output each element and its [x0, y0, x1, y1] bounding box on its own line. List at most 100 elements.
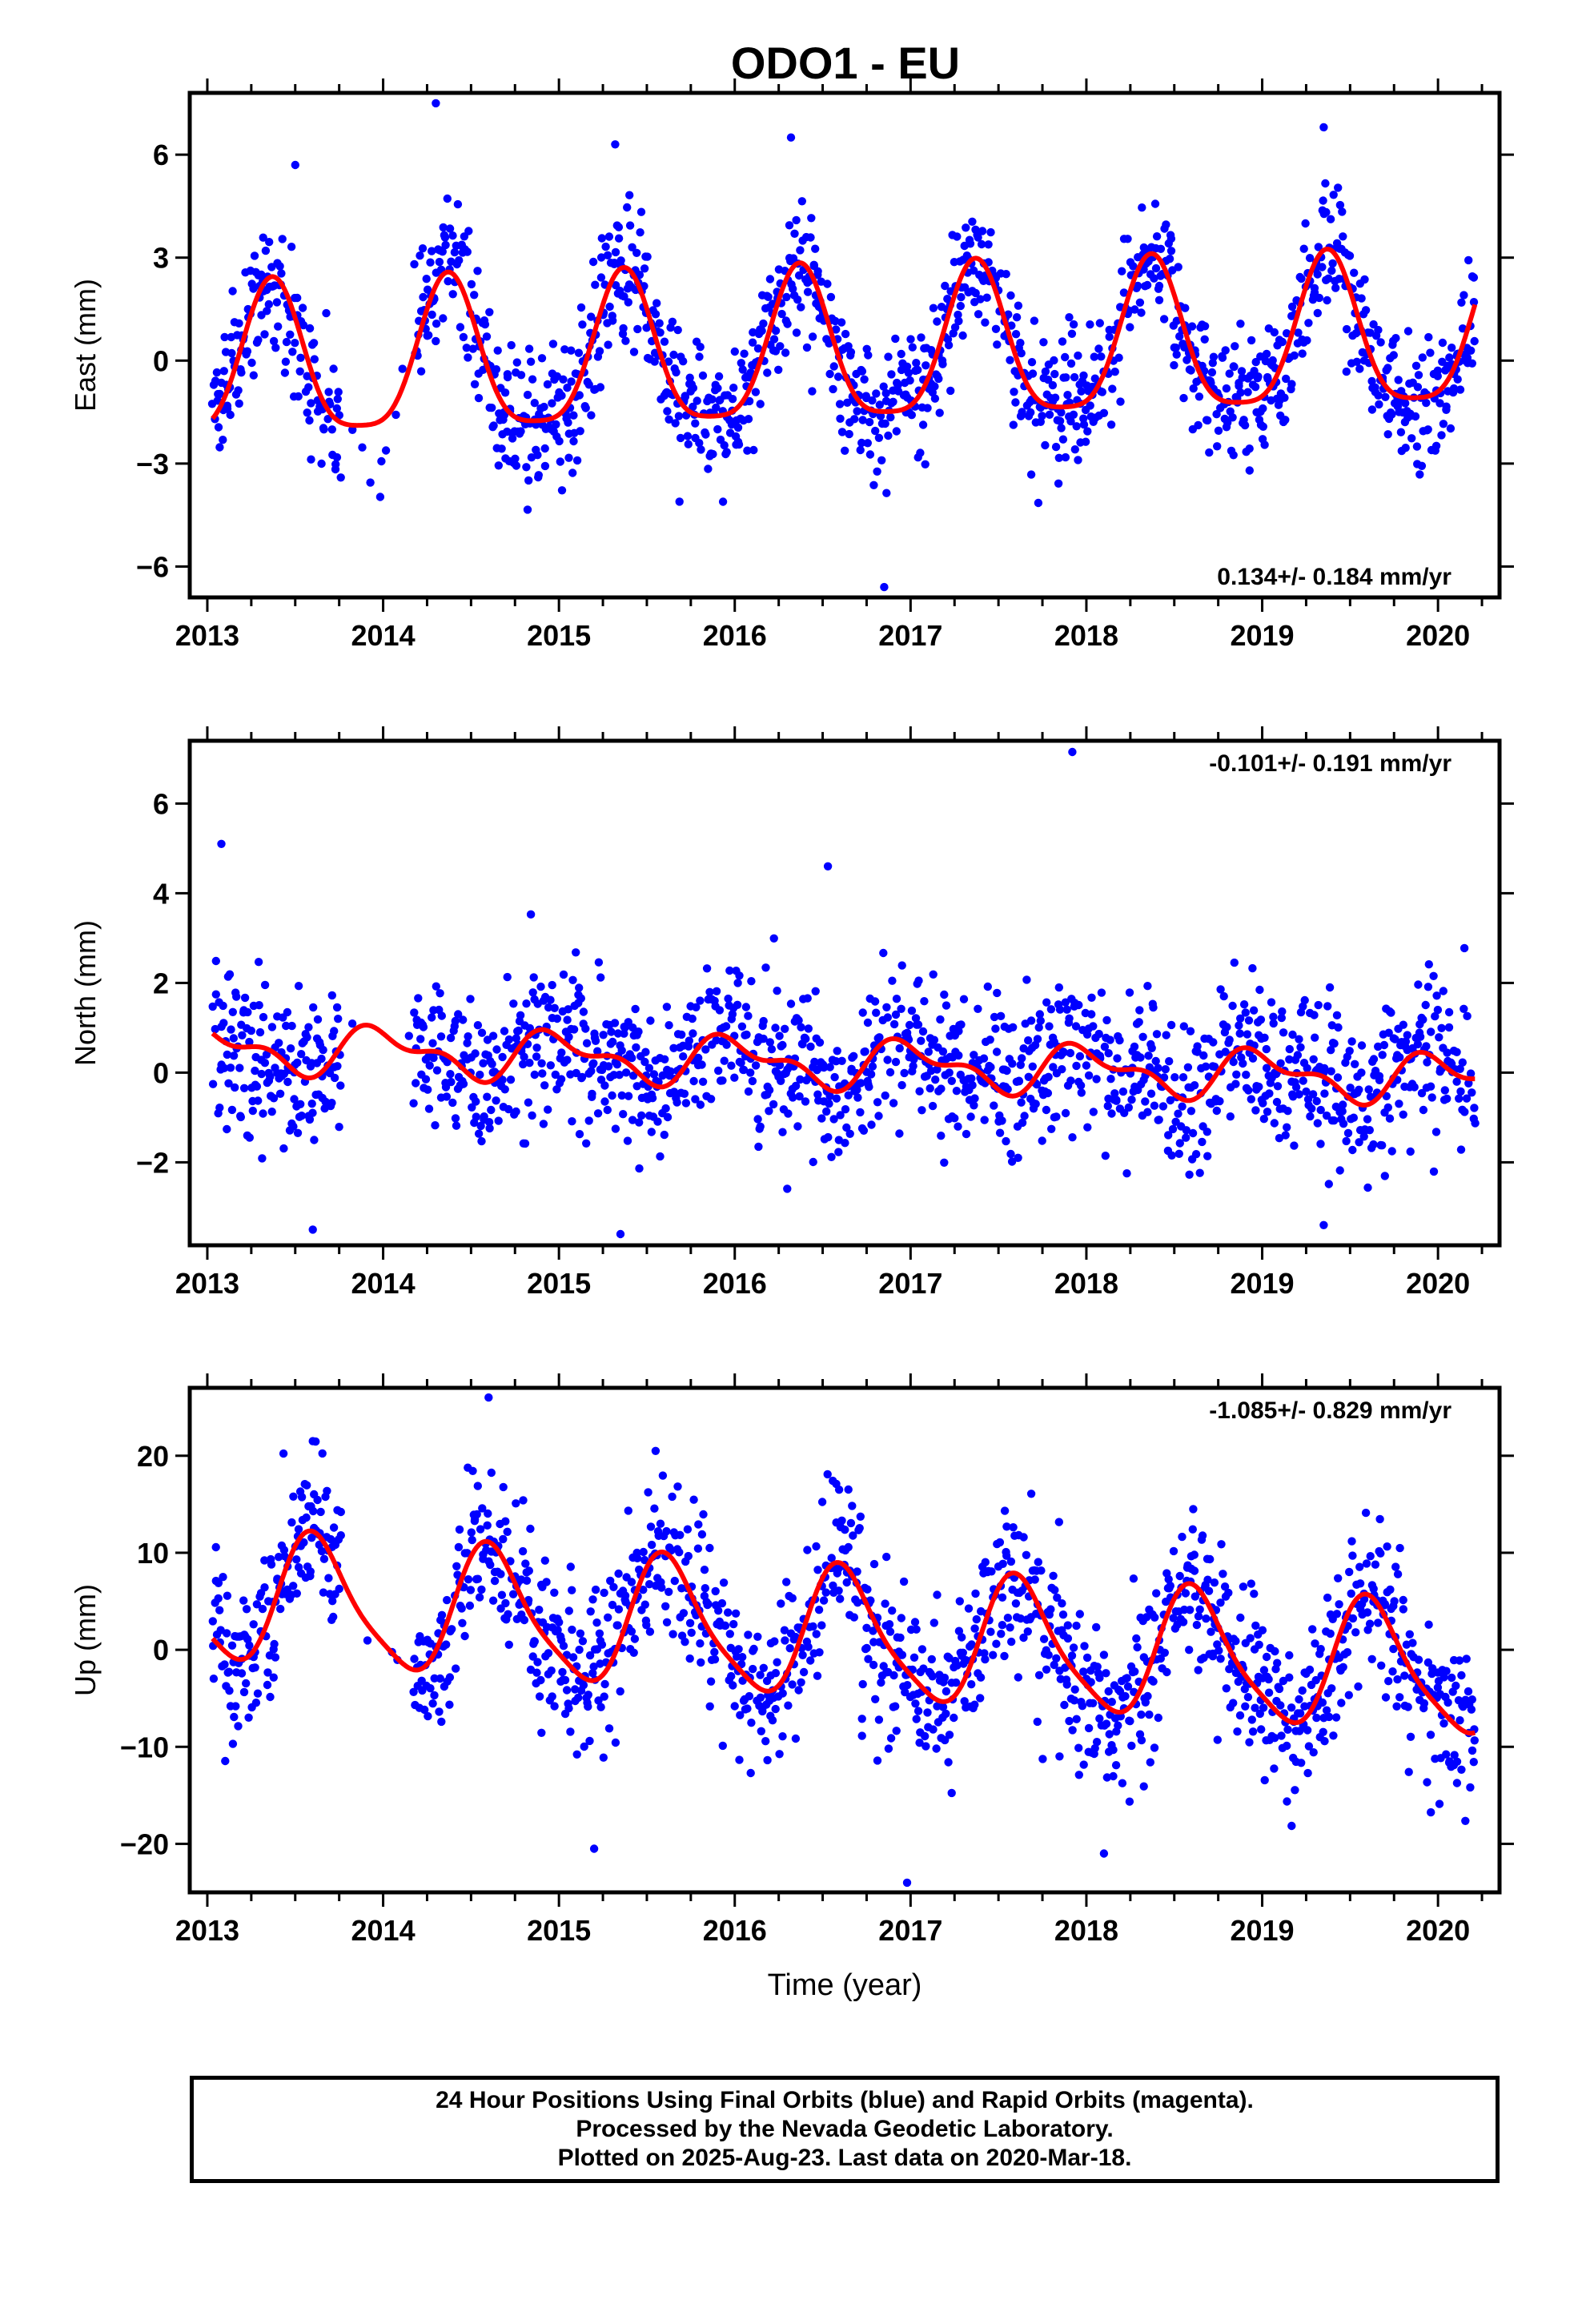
data-point: [1024, 1036, 1033, 1045]
data-point: [1324, 274, 1333, 283]
data-point: [568, 975, 577, 985]
data-point: [938, 1047, 948, 1056]
data-point: [957, 1020, 966, 1029]
data-point: [303, 1481, 311, 1490]
data-point: [637, 1111, 646, 1120]
data-point: [1083, 427, 1092, 436]
data-point: [1235, 1021, 1243, 1030]
data-point: [578, 1637, 588, 1646]
data-point: [1262, 1063, 1271, 1072]
data-point: [814, 1606, 824, 1614]
data-point: [1243, 1030, 1252, 1039]
data-point: [560, 345, 569, 354]
data-point: [580, 1742, 588, 1751]
data-point: [1154, 296, 1164, 304]
data-point: [579, 1007, 588, 1016]
y-tick-label: −10: [120, 1731, 169, 1763]
data-point: [801, 1097, 810, 1106]
data-point: [687, 1628, 696, 1638]
data-point: [537, 1059, 546, 1068]
data-point: [962, 1656, 971, 1665]
data-point: [1287, 1703, 1296, 1712]
data-point: [223, 1629, 231, 1638]
data-point: [464, 1575, 473, 1584]
data-point: [530, 1637, 539, 1646]
data-point: [730, 1702, 739, 1711]
data-point: [763, 368, 772, 377]
data-point: [223, 1124, 231, 1134]
data-point: [1310, 1011, 1319, 1019]
data-point: [1074, 351, 1082, 360]
data-point: [245, 1037, 254, 1047]
data-point: [844, 1091, 853, 1100]
data-point: [608, 1037, 617, 1047]
data-point: [871, 1695, 880, 1703]
data-point: [445, 1700, 454, 1709]
data-point: [921, 460, 930, 468]
data-point: [1129, 262, 1138, 271]
data-point: [689, 384, 698, 392]
data-point: [1296, 1043, 1305, 1052]
data-point: [1424, 960, 1434, 969]
data-point: [323, 415, 332, 424]
data-point: [1107, 1698, 1117, 1707]
data-point: [564, 1704, 573, 1713]
data-point: [1342, 324, 1351, 334]
data-point: [1316, 1140, 1325, 1148]
data-point: [797, 197, 806, 206]
data-point: [282, 337, 291, 347]
data-point: [917, 1645, 927, 1654]
data-point: [754, 1142, 763, 1152]
data-point: [829, 384, 837, 394]
data-point: [856, 1512, 865, 1522]
data-point: [1169, 1614, 1178, 1622]
data-point: [1262, 1044, 1271, 1054]
data-point: [1178, 1618, 1188, 1626]
data-point: [1178, 1102, 1186, 1111]
data-point: [289, 1122, 298, 1131]
data-point: [1259, 404, 1267, 413]
data-point: [836, 414, 845, 423]
data-point: [569, 436, 578, 446]
data-point: [480, 1112, 488, 1121]
data-point: [1127, 1096, 1136, 1104]
data-point: [552, 420, 560, 429]
data-point: [891, 1702, 900, 1711]
data-point: [797, 1023, 805, 1031]
data-point: [544, 1003, 553, 1012]
data-point: [1314, 243, 1323, 251]
data-point: [1240, 420, 1250, 430]
data-point: [969, 266, 978, 275]
data-point: [620, 292, 628, 301]
data-point: [1205, 448, 1214, 457]
data-point: [785, 1644, 794, 1653]
data-point: [1388, 1667, 1397, 1676]
data-point: [849, 1531, 857, 1540]
data-point: [604, 1724, 614, 1733]
data-point: [606, 1576, 615, 1586]
data-point: [239, 1596, 248, 1605]
data-point: [669, 1043, 678, 1053]
data-point: [424, 1711, 432, 1721]
data-point: [1135, 298, 1145, 307]
data-point: [419, 292, 428, 302]
data-point: [1299, 1002, 1307, 1011]
data-point: [567, 346, 576, 355]
data-point: [1374, 1618, 1383, 1627]
data-point: [1102, 1669, 1110, 1678]
data-point: [603, 251, 612, 259]
data-point: [1034, 1558, 1043, 1566]
data-point: [466, 995, 475, 1003]
data-point: [317, 459, 326, 468]
data-point: [519, 1059, 528, 1069]
data-point: [1248, 1727, 1258, 1736]
data-point: [1008, 1059, 1017, 1068]
figure-title: ODO1 - EU: [731, 38, 960, 88]
data-point: [1335, 1600, 1343, 1609]
data-point: [1160, 1648, 1170, 1657]
data-point: [1269, 1012, 1278, 1021]
data-point: [1327, 1067, 1335, 1076]
data-point: [1166, 1020, 1176, 1030]
data-point: [624, 298, 632, 307]
data-point: [1457, 1765, 1466, 1774]
